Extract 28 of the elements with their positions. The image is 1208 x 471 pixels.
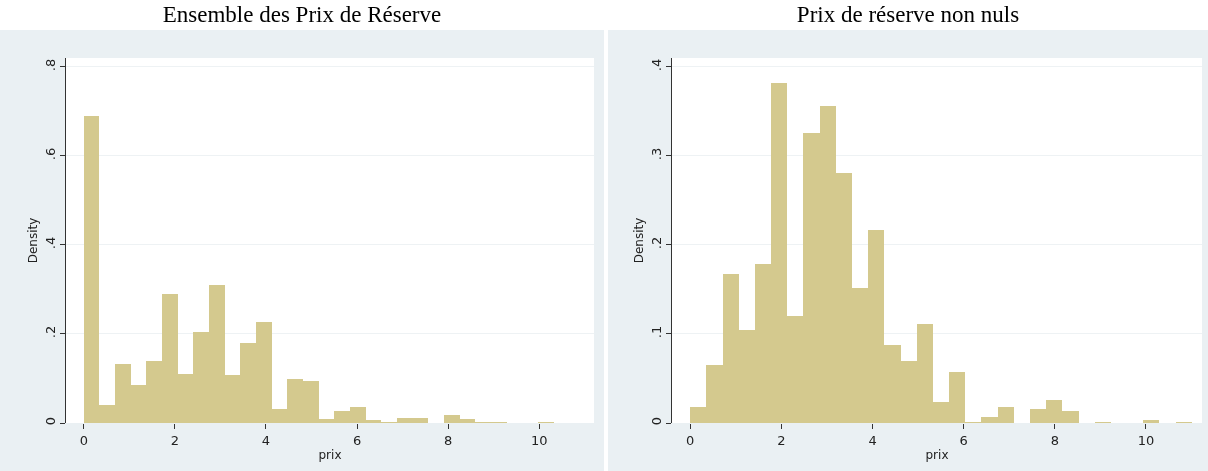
x-tick-label: 0 <box>79 432 88 448</box>
y-tick-label: .8 <box>42 58 58 72</box>
x-axis-title: prix <box>318 448 342 463</box>
x-tick-label: 2 <box>170 432 180 448</box>
x-tick-label: 8 <box>1050 432 1059 448</box>
x-tick-label: 4 <box>261 432 271 448</box>
x-tick-label: 0 <box>686 432 695 448</box>
x-axis-title: prix <box>925 448 949 463</box>
y-tick-label: .2 <box>648 236 664 250</box>
y-tick-label: .2 <box>42 325 58 339</box>
y-axis-title: Density <box>632 217 647 264</box>
y-tick-label: .1 <box>648 325 664 339</box>
x-tick-label: 8 <box>444 432 453 448</box>
y-tick-label: 0 <box>648 416 664 426</box>
y-tick-label: .4 <box>648 58 664 72</box>
x-tick-label: 6 <box>352 432 362 448</box>
chart-title: Prix de réserve non nuls <box>795 1 1021 29</box>
y-tick-label: .4 <box>42 236 58 250</box>
y-tick-label: 0 <box>42 416 58 426</box>
x-tick-label: 2 <box>777 432 786 448</box>
y-axis-title: Density <box>26 217 41 264</box>
y-tick-label: .3 <box>648 147 664 161</box>
x-tick-label: 4 <box>868 432 877 448</box>
x-tick-label: 10 <box>1137 432 1155 448</box>
y-tick-label: .6 <box>42 147 58 161</box>
chart-title: Ensemble des Prix de Réserve <box>161 1 443 29</box>
x-tick-label: 6 <box>959 432 968 448</box>
x-tick-label: 10 <box>531 432 548 448</box>
